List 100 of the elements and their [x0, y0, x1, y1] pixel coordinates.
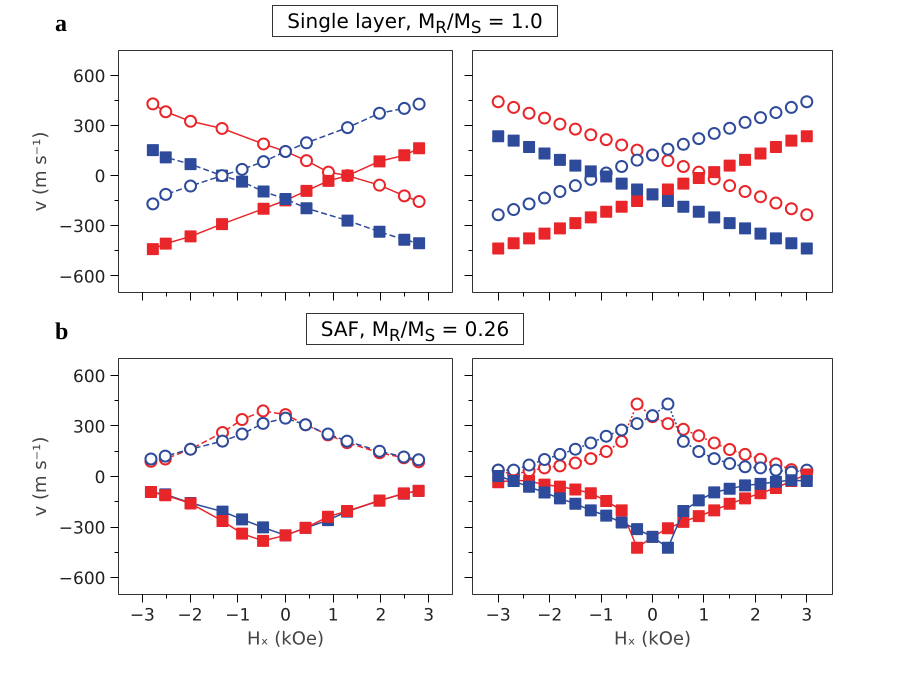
point [676, 422, 690, 436]
point [662, 522, 674, 534]
point [692, 172, 705, 184]
point [723, 122, 736, 135]
point [216, 515, 229, 528]
x-tick-label: 2 [376, 606, 386, 626]
text: b [55, 319, 68, 345]
point [738, 116, 752, 129]
point [724, 482, 736, 495]
point [754, 147, 766, 160]
point [754, 461, 767, 474]
point [708, 486, 720, 498]
point [257, 521, 270, 534]
point [600, 510, 612, 522]
point [770, 140, 782, 153]
point [615, 160, 628, 173]
x-tick-label: −3 [130, 606, 155, 626]
point [723, 179, 736, 192]
point [584, 487, 597, 500]
point [146, 243, 159, 256]
chart-title: Single layer, M$_{R}$/M$_{S}$ = 1.0 [272, 5, 558, 37]
point [677, 200, 690, 213]
point [492, 242, 504, 254]
point [257, 155, 270, 168]
point [739, 222, 752, 234]
point [569, 498, 582, 510]
point [553, 185, 566, 198]
point [216, 434, 230, 448]
point [398, 102, 411, 115]
x-tick-label: 2 [750, 606, 761, 626]
point [754, 190, 767, 204]
point [800, 475, 813, 488]
point [800, 95, 814, 108]
x-tick-label: −3 [486, 606, 511, 626]
point [508, 134, 520, 147]
point [300, 154, 313, 168]
x-tick-label: −2 [178, 606, 203, 626]
point [661, 154, 674, 168]
point [662, 184, 674, 196]
point [676, 434, 690, 448]
point [398, 149, 410, 162]
point [146, 97, 160, 110]
point [584, 452, 598, 466]
point [554, 480, 566, 493]
x-tick-label: 0 [647, 606, 658, 626]
point [677, 178, 690, 190]
point [492, 470, 504, 482]
x-tick-label: −2 [537, 606, 562, 626]
point [630, 398, 644, 411]
y-tick-label: 0 [94, 468, 106, 488]
point [676, 160, 690, 173]
point [522, 458, 536, 472]
point [584, 504, 597, 516]
point [584, 436, 598, 450]
point [692, 445, 706, 458]
point [615, 434, 628, 448]
point [738, 185, 752, 198]
point [754, 478, 766, 490]
point [236, 162, 249, 176]
point [692, 494, 705, 506]
point [507, 203, 520, 216]
x-tick-label: 0 [280, 606, 291, 626]
point [661, 398, 674, 411]
point [769, 464, 782, 477]
point [184, 114, 198, 128]
point [600, 445, 613, 458]
point [662, 542, 674, 554]
point [800, 242, 813, 254]
point [258, 202, 270, 215]
point [661, 417, 674, 430]
point [144, 452, 158, 466]
point [146, 144, 159, 156]
point [738, 448, 752, 461]
point [568, 456, 582, 470]
point [538, 452, 551, 466]
point [554, 492, 566, 504]
point [723, 443, 736, 456]
point [600, 206, 612, 218]
y-axis-title: v (m s⁻¹) [30, 436, 51, 516]
point [507, 100, 520, 114]
x-axis-title: Hₓ (kOe) [614, 628, 691, 650]
point [631, 184, 644, 196]
point [739, 492, 752, 504]
point [413, 142, 426, 154]
point [412, 195, 426, 208]
point [584, 165, 597, 178]
point [600, 494, 612, 507]
point [708, 452, 721, 466]
point [398, 234, 410, 246]
point [372, 178, 386, 192]
point [522, 197, 536, 210]
point [398, 189, 411, 202]
point [279, 412, 292, 425]
point [615, 423, 628, 436]
point [412, 98, 426, 111]
point [800, 130, 813, 142]
point [630, 417, 644, 430]
point [692, 132, 706, 146]
point [236, 513, 248, 526]
point [554, 222, 566, 234]
